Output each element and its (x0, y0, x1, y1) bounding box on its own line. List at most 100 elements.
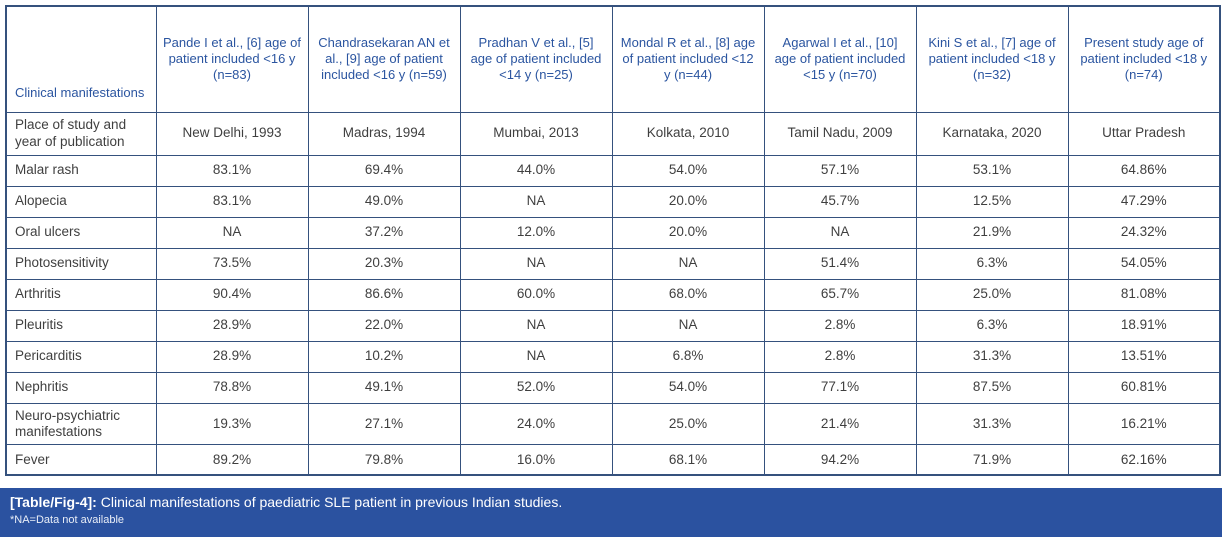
value-cell: 16.21% (1067, 402, 1221, 445)
value-cell: NA (611, 247, 765, 280)
table-row: Neuro-psychiatric manifestations 19.3% 27.… (5, 402, 1221, 445)
value-cell: New Delhi, 1993 (155, 111, 309, 156)
row-label: Nephritis (5, 371, 157, 404)
value-cell: 49.1% (307, 371, 461, 404)
value-cell: 77.1% (763, 371, 917, 404)
table-row: Photosensitivity 73.5% 20.3% NA NA 51.4% 6.3% 5… (5, 247, 1221, 280)
value-cell: 25.0% (611, 402, 765, 445)
value-cell: 90.4% (155, 278, 309, 311)
table-row: Pleuritis 28.9% 22.0% NA NA 2.8% 6.3% 18.91% (5, 309, 1221, 342)
value-cell: 25.0% (915, 278, 1069, 311)
row-label: Pericarditis (5, 340, 157, 373)
value-cell: 51.4% (763, 247, 917, 280)
value-cell: 69.4% (307, 154, 461, 187)
value-cell: 45.7% (763, 185, 917, 218)
value-cell: Mumbai, 2013 (459, 111, 613, 156)
table-row: Malar rash 83.1% 69.4% 44.0% 54.0% 57.1% 53.1%… (5, 154, 1221, 187)
value-cell: Karnataka, 2020 (915, 111, 1069, 156)
value-cell: 68.0% (611, 278, 765, 311)
value-cell: NA (459, 340, 613, 373)
value-cell: 28.9% (155, 340, 309, 373)
value-cell: 65.7% (763, 278, 917, 311)
row-label: Alopecia (5, 185, 157, 218)
value-cell: Tamil Nadu, 2009 (763, 111, 917, 156)
value-cell: 10.2% (307, 340, 461, 373)
value-cell: 89.2% (155, 443, 309, 476)
value-cell: Uttar Pradesh (1067, 111, 1221, 156)
row-label: Fever (5, 443, 157, 476)
value-cell: 16.0% (459, 443, 613, 476)
header-row: Clinical manifestations Pande I et al., … (5, 5, 1221, 113)
value-cell: 31.3% (915, 340, 1069, 373)
clinical-manifestations-table: Clinical manifestations Pande I et al., … (5, 5, 1221, 477)
value-cell: 18.91% (1067, 309, 1221, 342)
value-cell: 20.0% (611, 185, 765, 218)
value-cell: 81.08% (1067, 278, 1221, 311)
na-footnote: *NA=Data not available (10, 513, 125, 526)
value-cell: 24.0% (459, 402, 613, 445)
row-label: Malar rash (5, 154, 157, 187)
value-cell: 31.3% (915, 402, 1069, 445)
value-cell: 19.3% (155, 402, 309, 445)
value-cell: 64.86% (1067, 154, 1221, 187)
value-cell: 60.81% (1067, 371, 1221, 404)
value-cell: 87.5% (915, 371, 1069, 404)
corner-header: Clinical manifestations (5, 5, 157, 113)
value-cell: 6.8% (611, 340, 765, 373)
value-cell: 20.0% (611, 216, 765, 249)
value-cell: 49.0% (307, 185, 461, 218)
value-cell: 68.1% (611, 443, 765, 476)
value-cell: 62.16% (1067, 443, 1221, 476)
value-cell: NA (459, 247, 613, 280)
column-header: Present study age of patient included <1… (1067, 5, 1221, 113)
value-cell: 21.9% (915, 216, 1069, 249)
row-label: Place of study and year of publication (5, 111, 157, 156)
value-cell: 20.3% (307, 247, 461, 280)
row-label: Oral ulcers (5, 216, 157, 249)
value-cell: 21.4% (763, 402, 917, 445)
value-cell: 73.5% (155, 247, 309, 280)
value-cell: 57.1% (763, 154, 917, 187)
value-cell: 78.8% (155, 371, 309, 404)
value-cell: 22.0% (307, 309, 461, 342)
value-cell: Kolkata, 2010 (611, 111, 765, 156)
figure-caption: [Table/Fig-4]: Clinical manifestations o… (10, 494, 1212, 512)
value-cell: 54.05% (1067, 247, 1221, 280)
value-cell: 2.8% (763, 340, 917, 373)
caption-bar: [Table/Fig-4]: Clinical manifestations o… (0, 488, 1222, 537)
value-cell: NA (459, 309, 613, 342)
column-header: Mondal R et al., [8] age of patient incl… (611, 5, 765, 113)
value-cell: 24.32% (1067, 216, 1221, 249)
value-cell: 94.2% (763, 443, 917, 476)
value-cell: 79.8% (307, 443, 461, 476)
value-cell: 83.1% (155, 185, 309, 218)
value-cell: 6.3% (915, 309, 1069, 342)
value-cell: 54.0% (611, 154, 765, 187)
value-cell: 53.1% (915, 154, 1069, 187)
column-header: Chandrasekaran AN et al., [9] age of pat… (307, 5, 461, 113)
value-cell: 37.2% (307, 216, 461, 249)
table-row: Pericarditis 28.9% 10.2% NA 6.8% 2.8% 31.3% 13.… (5, 340, 1221, 373)
value-cell: Madras, 1994 (307, 111, 461, 156)
table-row: Oral ulcers NA 37.2% 12.0% 20.0% NA 21.9% 24.32… (5, 216, 1221, 249)
row-label: Pleuritis (5, 309, 157, 342)
value-cell: 12.0% (459, 216, 613, 249)
column-header: Agarwal I et al., [10] age of patient in… (763, 5, 917, 113)
value-cell: 2.8% (763, 309, 917, 342)
value-cell: 12.5% (915, 185, 1069, 218)
table-row: Arthritis 90.4% 86.6% 60.0% 68.0% 65.7% 25.0% 8… (5, 278, 1221, 311)
table-row: Fever 89.2% 79.8% 16.0% 68.1% 94.2% 71.9% 62.16… (5, 443, 1221, 476)
value-cell: 54.0% (611, 371, 765, 404)
value-cell: 13.51% (1067, 340, 1221, 373)
value-cell: 71.9% (915, 443, 1069, 476)
value-cell: 28.9% (155, 309, 309, 342)
value-cell: NA (155, 216, 309, 249)
column-header: Pande I et al., [6] age of patient inclu… (155, 5, 309, 113)
value-cell: 60.0% (459, 278, 613, 311)
column-header: Kini S et al., [7] age of patient includ… (915, 5, 1069, 113)
value-cell: NA (611, 309, 765, 342)
value-cell: 27.1% (307, 402, 461, 445)
value-cell: 83.1% (155, 154, 309, 187)
value-cell: 44.0% (459, 154, 613, 187)
